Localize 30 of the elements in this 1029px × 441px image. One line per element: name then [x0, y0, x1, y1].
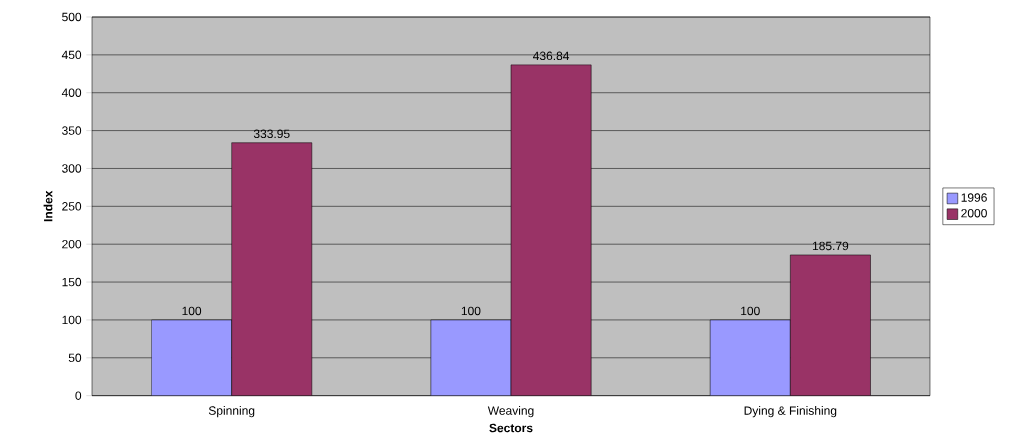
- data-label: 100: [182, 306, 202, 316]
- y-tick-label: 300: [62, 164, 82, 173]
- legend-label: 2000: [961, 208, 987, 218]
- data-label: 333.95: [253, 129, 290, 139]
- y-tick-label: 150: [62, 277, 82, 287]
- bar: [151, 319, 232, 396]
- bar: [231, 142, 313, 396]
- y-tick-label: 50: [68, 353, 82, 363]
- x-tick-label: Spinning: [208, 406, 255, 418]
- y-tick-label: 450: [61, 50, 82, 60]
- bar: [709, 319, 791, 396]
- x-tick-label: Dying & Finishing: [744, 406, 837, 418]
- data-label: 185.79: [812, 241, 849, 251]
- y-tick-label: 100: [62, 315, 82, 325]
- data-label: 100: [461, 306, 481, 316]
- y-tick-label: 200: [62, 239, 82, 249]
- bar: [510, 64, 592, 396]
- x-tick-label: Weaving: [487, 406, 534, 418]
- data-label: 100: [741, 306, 760, 316]
- legend-label: 1996: [961, 193, 987, 202]
- y-tick-label: 400: [61, 88, 82, 97]
- y-tick-label: 350: [62, 126, 82, 135]
- bar: [430, 319, 512, 396]
- bar: [790, 254, 871, 396]
- data-label: 436.84: [533, 51, 570, 61]
- x-axis-title: Sectors: [489, 423, 533, 433]
- y-tick-label: 500: [62, 12, 82, 22]
- y-axis-title: Index: [43, 190, 53, 222]
- y-tick-label: 250: [62, 202, 82, 211]
- y-tick-label: 0: [75, 391, 82, 400]
